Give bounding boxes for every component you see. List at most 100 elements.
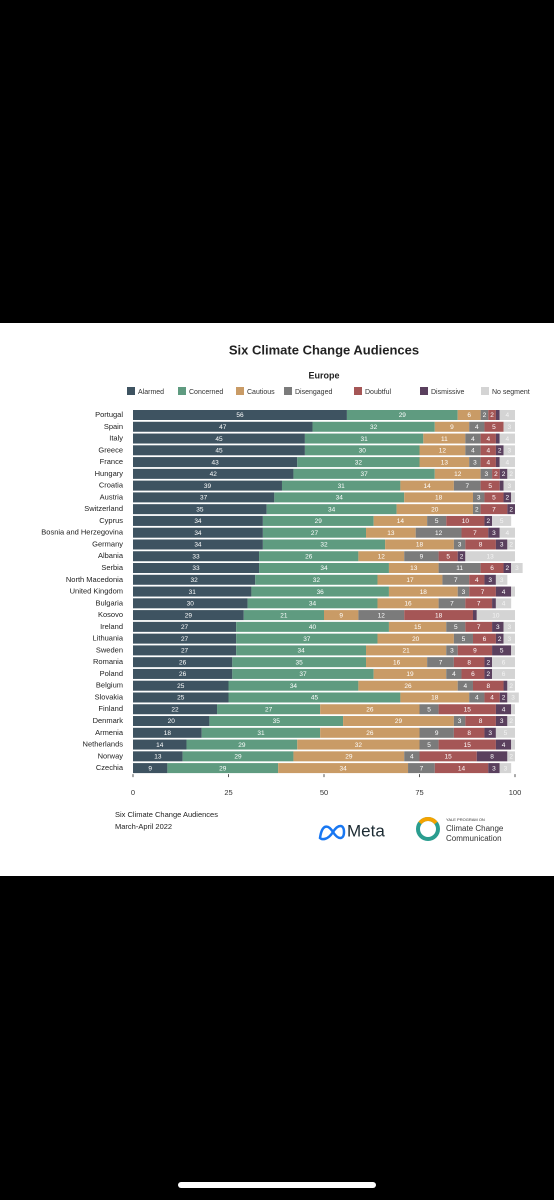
bar-segment [453, 727, 485, 738]
bar-segment [408, 763, 435, 774]
data-label: 2 [486, 518, 490, 525]
data-label: 26 [305, 553, 313, 560]
data-label: 4 [486, 436, 490, 443]
data-label: 22 [171, 706, 179, 713]
data-label: 42 [210, 471, 218, 478]
data-label: 2 [490, 412, 494, 419]
data-label: 27 [311, 530, 319, 537]
bar-segment [446, 645, 458, 656]
data-label: 2 [506, 565, 510, 572]
bar-segment [495, 739, 512, 750]
bar-segment [476, 751, 508, 762]
data-label: 3 [450, 648, 454, 655]
bar-segment [304, 433, 424, 444]
bar-segment [488, 527, 500, 538]
bar-segment [366, 645, 447, 656]
bar-segment [324, 610, 359, 621]
bar-segment [358, 551, 405, 562]
y-tick-label: United Kingdom [70, 587, 123, 596]
bar-segment [480, 563, 504, 574]
bar-segment [495, 586, 512, 597]
y-tick-label: Slovakia [95, 692, 124, 701]
bar-segment [373, 668, 447, 679]
data-label: 4 [486, 448, 490, 455]
bar-segment [503, 492, 512, 503]
bar-segment [453, 480, 481, 491]
y-tick-label: North Macedonia [66, 575, 124, 584]
bar-segment [388, 621, 447, 632]
data-label: 4 [506, 530, 510, 537]
bar-segment [133, 704, 218, 715]
bar-segment [434, 468, 481, 479]
data-label: 32 [355, 459, 363, 466]
legend-label: Alarmed [138, 389, 164, 396]
data-label: 9 [148, 765, 152, 772]
bar-segment [228, 692, 401, 703]
bar-segment [133, 527, 263, 538]
bar-segment [232, 657, 367, 668]
data-label: 26 [366, 730, 374, 737]
bar-segment [457, 645, 493, 656]
bar-segment [133, 445, 305, 456]
data-label: 36 [317, 589, 325, 596]
data-label: 2 [502, 695, 506, 702]
bar-segment [228, 680, 359, 691]
bar-segment [507, 716, 515, 727]
data-label: 33 [192, 553, 200, 560]
bar-segment [133, 621, 237, 632]
bar-segment [343, 716, 454, 727]
legend-label: Disengaged [295, 389, 332, 396]
data-label: 3 [507, 624, 511, 631]
y-tick-label: France [100, 457, 123, 466]
bar-segment [495, 574, 508, 585]
bar-segment [133, 751, 183, 762]
bar-segment [507, 468, 515, 479]
y-tick-label: Spain [104, 422, 123, 431]
legend-label: Concerned [189, 389, 223, 396]
data-label: 43 [212, 459, 220, 466]
meta-icon [318, 824, 346, 841]
bar-segment [438, 598, 466, 609]
data-label: 4 [502, 589, 506, 596]
data-label: 29 [345, 754, 353, 761]
bar-segment [274, 492, 405, 503]
bar-segment [419, 727, 454, 738]
data-label: 9 [339, 612, 343, 619]
bar-segment [480, 410, 489, 420]
bar-segment [385, 539, 454, 550]
data-label: 5 [427, 742, 431, 749]
bar-segment [133, 480, 282, 491]
bar-segment [503, 421, 515, 432]
bar-segment [251, 586, 389, 597]
bar-segment [503, 621, 515, 632]
bar-segment [488, 410, 496, 420]
bar-segment [419, 457, 470, 468]
data-label: 3 [511, 695, 515, 702]
bar-segment [133, 610, 244, 621]
data-label: 5 [492, 424, 496, 431]
data-label: 13 [487, 553, 495, 560]
y-tick-label: Austria [100, 492, 124, 501]
data-label: 35 [273, 718, 281, 725]
data-label: 14 [397, 518, 405, 525]
bar-segment [133, 492, 275, 503]
data-label: 3 [504, 765, 508, 772]
data-label: 29 [399, 412, 407, 419]
data-label: 12 [378, 553, 386, 560]
bar-segment [484, 515, 493, 526]
meta-wordmark: Meta [347, 821, 385, 840]
bar-segment [457, 586, 470, 597]
data-label: 14 [156, 742, 164, 749]
bar-segment [484, 492, 504, 503]
data-label: 12 [439, 448, 447, 455]
data-label: 34 [194, 518, 202, 525]
legend-swatch [236, 387, 244, 395]
legend-swatch [481, 387, 489, 395]
y-tick-label: Poland [100, 669, 123, 678]
bar-segment [484, 727, 496, 738]
y-tick-label: Ireland [100, 622, 123, 631]
data-label: 16 [404, 601, 412, 608]
footer-line: March-April 2022 [115, 822, 172, 831]
bar-segment [182, 751, 294, 762]
bar-segment [492, 657, 515, 668]
